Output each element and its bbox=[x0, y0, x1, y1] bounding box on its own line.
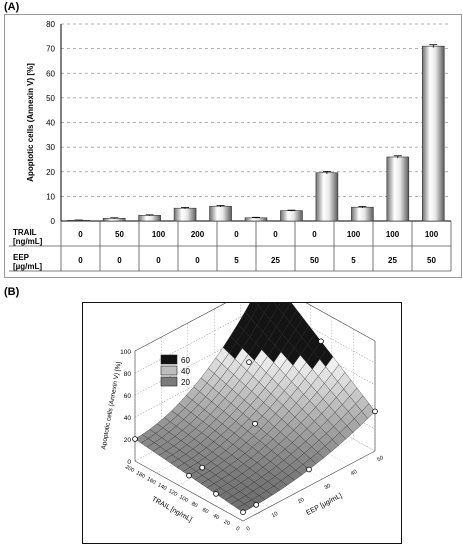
eep-value: 25 bbox=[388, 256, 397, 265]
panel-a-label: (A) bbox=[4, 1, 20, 13]
trail-value: 0 bbox=[312, 230, 317, 239]
y-tick-label: 0 bbox=[51, 217, 56, 226]
y-tick-label: 40 bbox=[46, 119, 55, 128]
trail-tick-label: 20 bbox=[223, 519, 231, 527]
z-tick-label: 20 bbox=[124, 437, 132, 444]
data-point bbox=[186, 472, 192, 479]
bar-chart-panel: 0 10 20 30 40 50 60 70 80 Apoptotic cells (Annexi… bbox=[4, 14, 462, 278]
eep-value: 50 bbox=[427, 256, 436, 265]
trail-value: 100 bbox=[386, 230, 400, 239]
eep-row-label: EEP bbox=[13, 253, 30, 262]
eep-row-unit: [µg/mL] bbox=[13, 262, 42, 271]
eep-value: 0 bbox=[78, 256, 83, 265]
surface-cell bbox=[236, 503, 251, 513]
eep-axis-label: EEP [µg/mL] bbox=[305, 492, 343, 517]
eep-value: 0 bbox=[156, 256, 161, 265]
trail-row-label: TRAIL bbox=[13, 228, 37, 237]
z-tick-label: 0 bbox=[127, 459, 131, 466]
trail-value: 50 bbox=[115, 230, 124, 239]
wall-gridline bbox=[134, 302, 268, 374]
bar bbox=[315, 172, 339, 222]
data-point bbox=[240, 509, 246, 516]
bar bbox=[209, 205, 232, 222]
z-tick-label: 60 bbox=[124, 393, 132, 400]
trail-value: 100 bbox=[347, 230, 361, 239]
eep-value: 0 bbox=[117, 256, 122, 265]
box-edge bbox=[134, 460, 244, 522]
wall-gridline bbox=[266, 390, 376, 452]
trail-tick-label: 60 bbox=[201, 507, 209, 515]
bar bbox=[173, 207, 197, 222]
data-point bbox=[252, 420, 258, 427]
wall-gridline bbox=[266, 302, 376, 364]
trail-tick-label: 120 bbox=[167, 488, 178, 498]
z-tick-label: 100 bbox=[120, 349, 131, 356]
y-tick-label: 60 bbox=[46, 69, 55, 78]
y-tick-label: 70 bbox=[46, 45, 55, 54]
eep-tick-label: 10 bbox=[271, 511, 279, 519]
eep-tick-label: 30 bbox=[324, 483, 332, 491]
bar bbox=[386, 156, 410, 222]
trail-tick-label: 80 bbox=[190, 501, 198, 509]
eep-value: 5 bbox=[234, 256, 239, 265]
panel-b-label: (B) bbox=[4, 286, 20, 298]
surface-plot-panel: 0 20 40 60 80 100 Apoptotic cells (Annexin V) … bbox=[82, 278, 402, 544]
legend-label: 60 bbox=[181, 356, 190, 365]
eep-value: 0 bbox=[195, 256, 200, 265]
z-tick-label: 40 bbox=[124, 415, 132, 422]
trail-value: 100 bbox=[152, 230, 166, 239]
trail-value: 100 bbox=[425, 230, 439, 239]
y-tick-label: 80 bbox=[46, 20, 55, 29]
y-tick-label: 20 bbox=[46, 168, 55, 177]
legend-label: 20 bbox=[181, 378, 190, 387]
y-axis-label: Apoptotic cells (Annexin V) [%] bbox=[26, 63, 35, 182]
eep-tick-label: 50 bbox=[376, 455, 384, 463]
data-point bbox=[246, 359, 252, 365]
data-point bbox=[132, 436, 138, 442]
bar bbox=[351, 206, 374, 222]
wall-gridline bbox=[134, 324, 268, 396]
z-tick-label: 80 bbox=[124, 371, 132, 378]
trail-tick-label: 40 bbox=[212, 513, 220, 521]
trail-value: 0 bbox=[273, 230, 278, 239]
trail-tick-label: 100 bbox=[178, 494, 189, 504]
trail-tick-label: 0 bbox=[235, 526, 241, 533]
eep-tick-label: 40 bbox=[350, 469, 358, 477]
legend-swatch bbox=[160, 354, 178, 365]
trail-value: 200 bbox=[191, 230, 205, 239]
wall-gridline bbox=[266, 324, 376, 386]
bar bbox=[280, 210, 303, 222]
legend-label: 40 bbox=[181, 367, 190, 376]
eep-tick-label: 0 bbox=[246, 526, 252, 533]
trail-value: 0 bbox=[234, 230, 239, 239]
eep-value: 50 bbox=[310, 256, 319, 265]
data-point bbox=[213, 491, 219, 497]
wall-gridline bbox=[134, 346, 268, 418]
data-point bbox=[318, 338, 324, 345]
bar bbox=[138, 215, 161, 222]
data-point bbox=[199, 464, 205, 471]
bar bbox=[421, 45, 445, 222]
data-point bbox=[306, 466, 312, 473]
eep-value: 5 bbox=[351, 256, 356, 265]
data-point bbox=[372, 408, 378, 415]
trail-row-unit: [ng/mL] bbox=[13, 237, 43, 246]
legend-swatch bbox=[160, 376, 178, 387]
data-point bbox=[253, 502, 260, 508]
z-axis-label: Apoptotic cells (Annexin V) [%] bbox=[100, 361, 122, 450]
trail-value: 0 bbox=[78, 230, 83, 239]
trail-tick-label: 140 bbox=[156, 482, 167, 492]
legend-swatch bbox=[160, 365, 178, 376]
y-tick-label: 30 bbox=[46, 143, 55, 152]
y-tick-label: 50 bbox=[46, 94, 55, 103]
eep-value: 25 bbox=[271, 256, 280, 265]
eep-tick-label: 20 bbox=[297, 497, 305, 505]
trail-tick-label: 200 bbox=[124, 464, 135, 474]
box-edge bbox=[242, 450, 376, 522]
y-tick-label: 10 bbox=[46, 192, 55, 201]
trail-tick-label: 180 bbox=[135, 470, 146, 480]
trail-tick-label: 160 bbox=[146, 476, 157, 486]
